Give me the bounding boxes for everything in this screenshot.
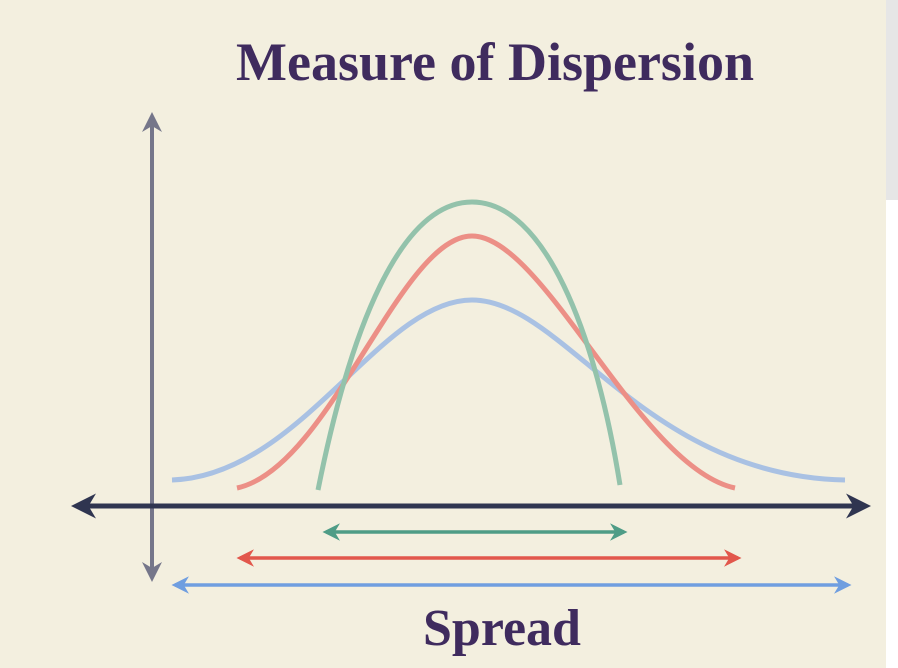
edge-shadow — [886, 0, 898, 200]
wide-curve — [171, 297, 846, 483]
spread-label: Spread — [423, 600, 581, 657]
narrow-curve — [315, 199, 623, 491]
title: Measure of Dispersion — [236, 32, 754, 92]
medium-curve — [236, 233, 736, 491]
